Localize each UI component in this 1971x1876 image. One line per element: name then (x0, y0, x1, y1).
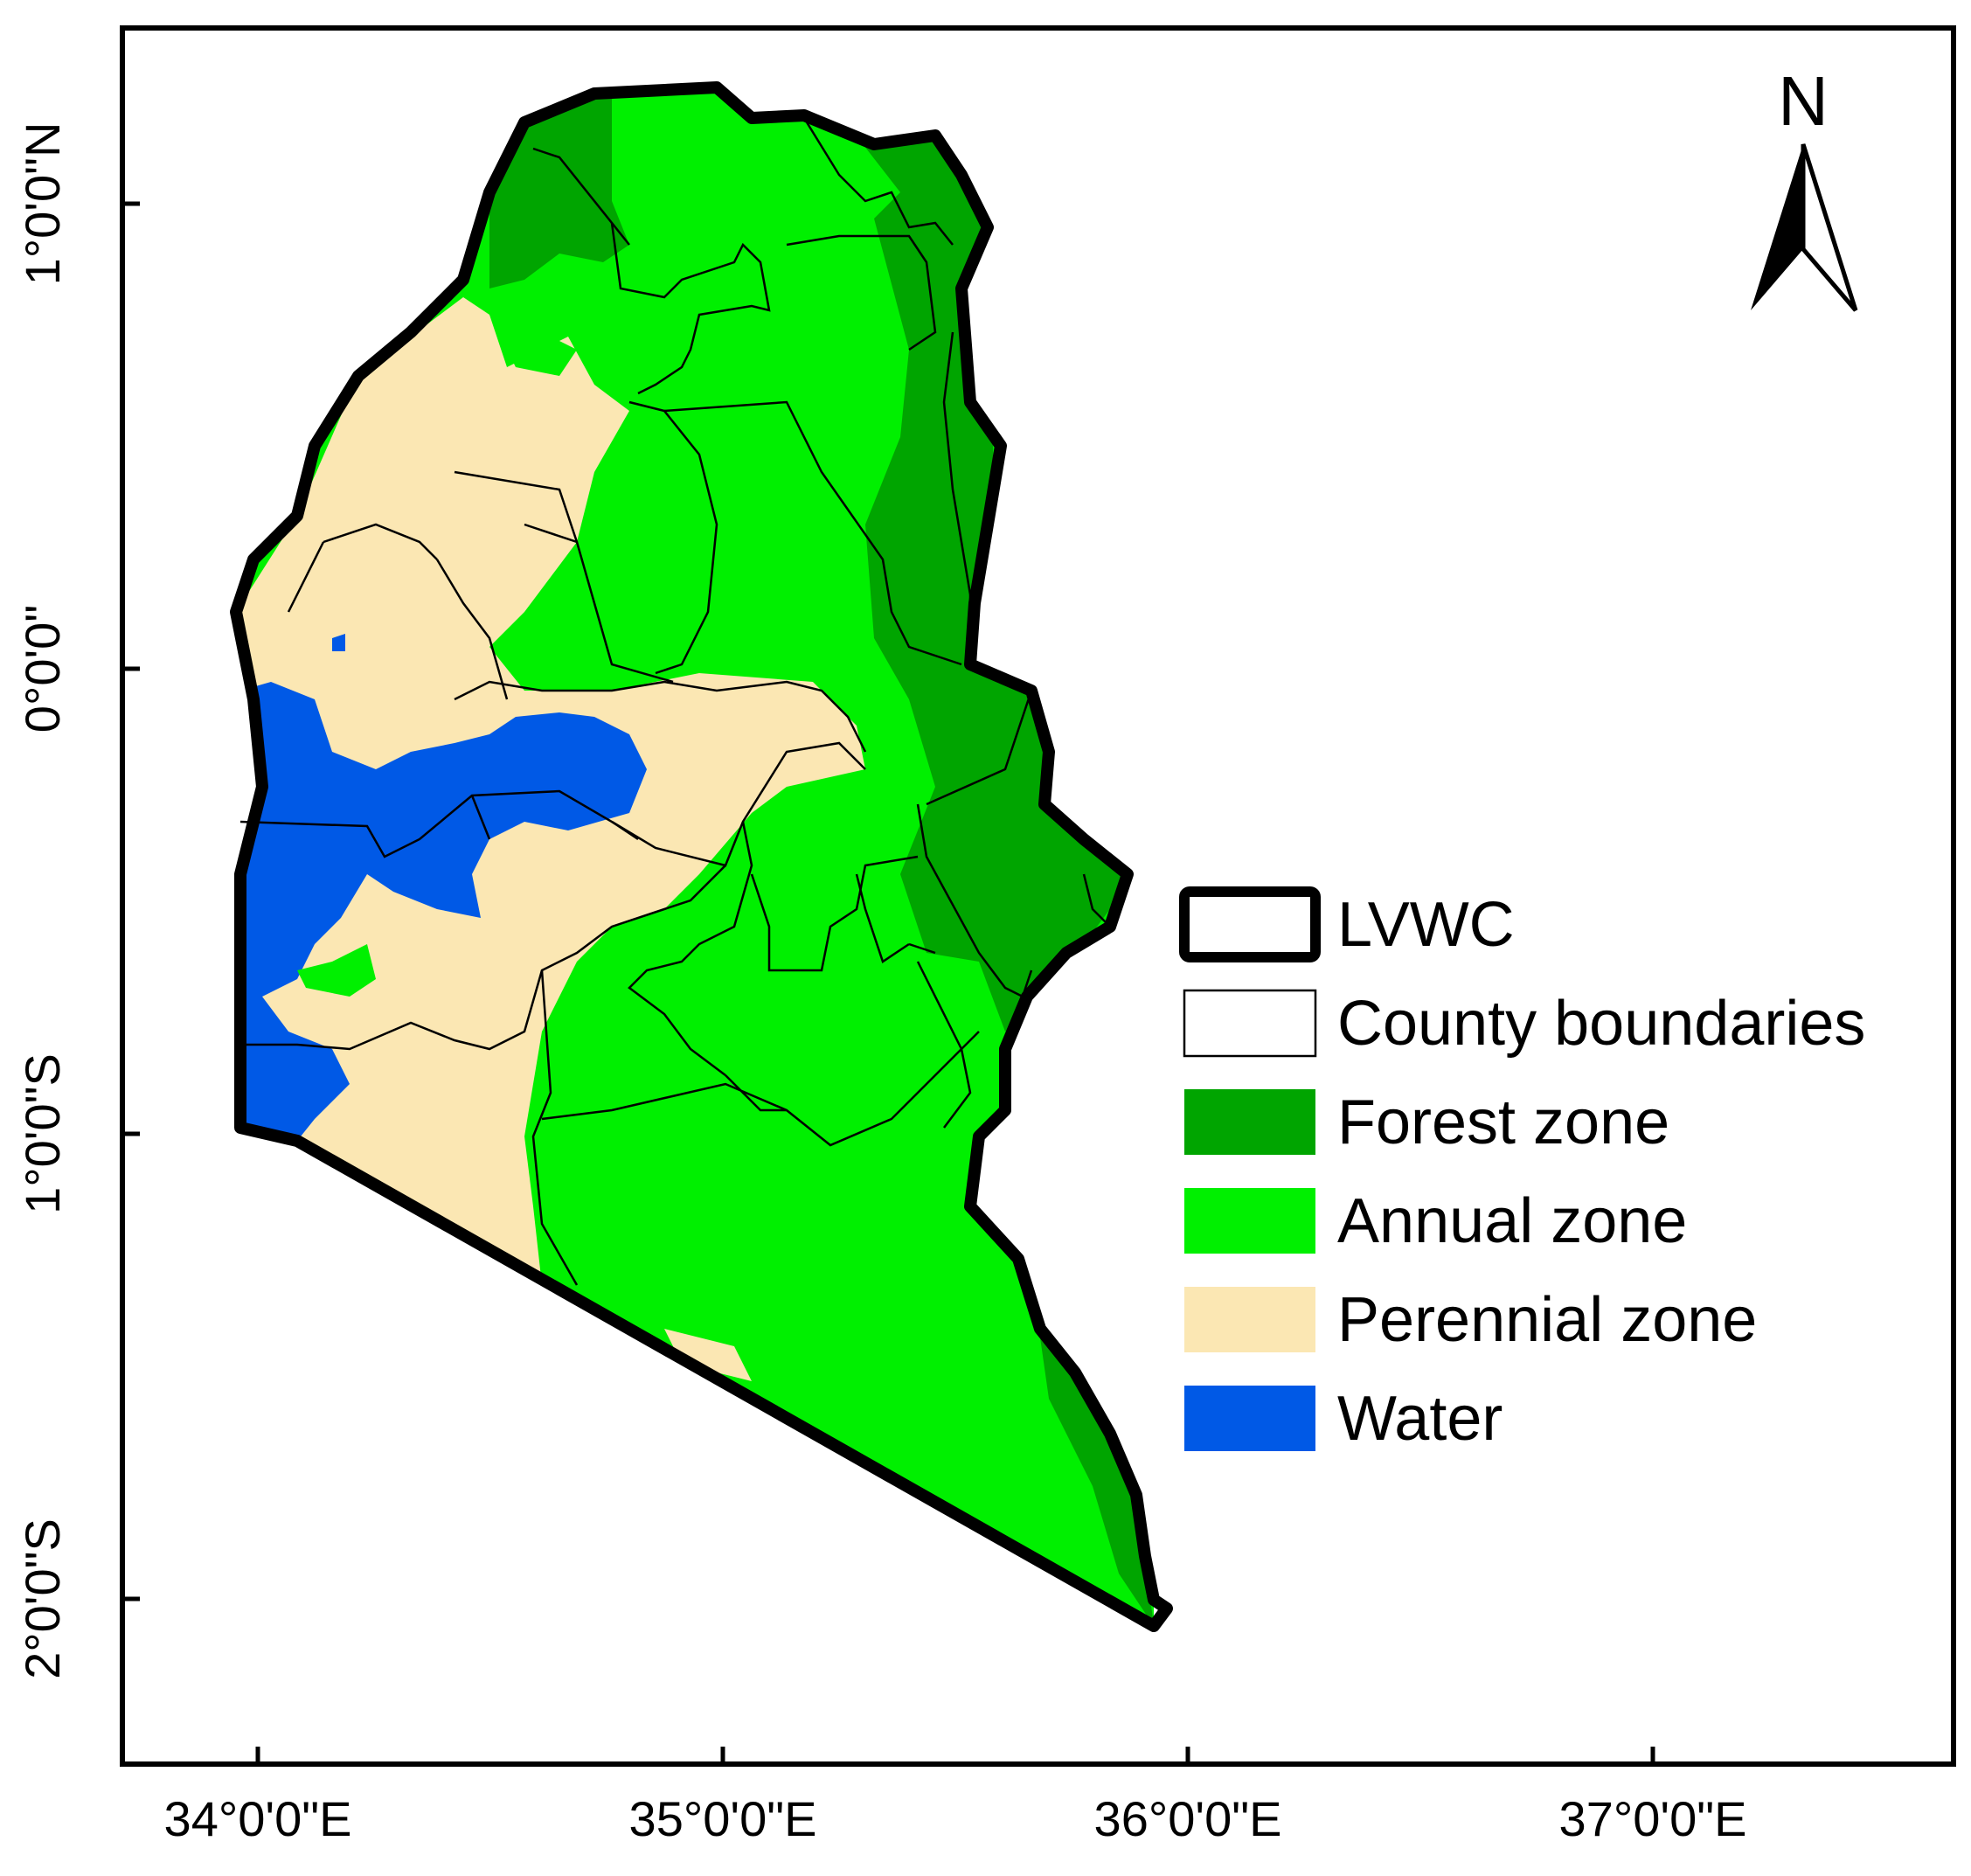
county-boundaries (239, 117, 1111, 1286)
forest-zone-north (489, 87, 629, 288)
map-frame (120, 25, 1956, 1767)
north-arrow-left-half (1751, 144, 1803, 310)
x-tick-label: 34°0'0"E (164, 1791, 352, 1846)
y-axis-ticks: 1°0'0"N 0°0'0" 1°0'0"S 2°0'0"S (15, 122, 140, 1679)
legend-label: Water (1337, 1384, 1503, 1454)
north-arrow-right-half (1801, 143, 1858, 312)
land-cover-zones (236, 87, 1167, 1626)
north-label: N (1778, 62, 1829, 140)
legend-label: LVWC (1337, 890, 1515, 960)
legend-label: Perennial zone (1337, 1285, 1757, 1355)
x-tick-label: 35°0'0"E (629, 1791, 817, 1846)
north-arrow: N (1751, 62, 1858, 312)
legend: LVWC County boundaries Forest zone Annual z… (1179, 886, 1865, 1454)
legend-label: Forest zone (1337, 1087, 1669, 1157)
legend-label: County boundaries (1337, 989, 1865, 1059)
y-tick-label: 1°0'0"N (15, 122, 70, 286)
x-axis-ticks: 34°0'0"E 35°0'0"E 36°0'0"E 37°0'0"E (164, 1747, 1747, 1846)
annual-patch-1 (297, 944, 376, 997)
y-tick-label: 0°0'0" (15, 605, 70, 733)
x-tick-label: 36°0'0"E (1094, 1791, 1282, 1846)
legend-swatch-annual-zone (1184, 1188, 1315, 1254)
legend-label: Annual zone (1337, 1186, 1687, 1256)
water-body-lake-victoria (240, 682, 647, 1141)
perennial-zone-south (664, 1329, 752, 1381)
y-tick-label: 2°0'0"S (15, 1518, 70, 1679)
legend-swatch-county-boundaries (1183, 989, 1317, 1058)
annual-patch-2 (489, 315, 577, 376)
water-body-north (332, 634, 345, 651)
lvwc-boundary (230, 81, 1173, 1632)
legend-swatch-water (1184, 1386, 1315, 1451)
x-tick-label: 37°0'0"E (1559, 1791, 1747, 1846)
legend-swatch-lvwc (1179, 886, 1321, 962)
legend-swatch-perennial-zone (1184, 1287, 1315, 1352)
y-tick-label: 1°0'0"S (15, 1053, 70, 1214)
legend-swatch-forest-zone (1184, 1089, 1315, 1155)
